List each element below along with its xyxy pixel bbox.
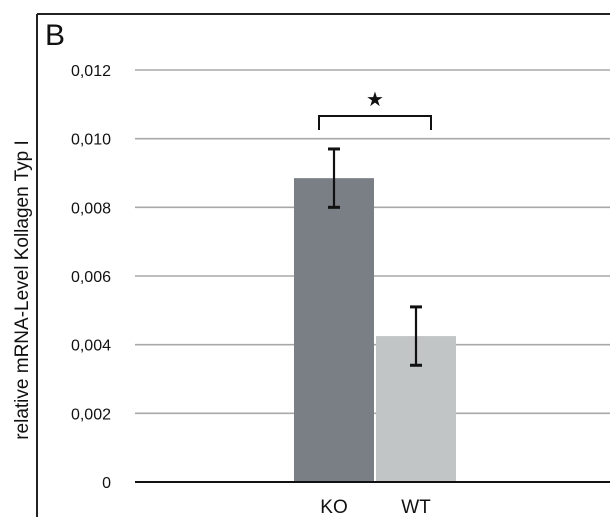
y-tick-label: 0,012 <box>71 63 111 80</box>
y-axis-label: relative mRNA-Level Kollagen Typ I <box>12 140 33 440</box>
y-tick-label: 0,010 <box>71 132 111 149</box>
y-tick-labels: 0 0,002 0,004 0,006 0,008 0,010 0,012 <box>71 63 111 492</box>
y-tick-label: 0,006 <box>71 269 111 286</box>
y-tick-label: 0,004 <box>71 338 111 355</box>
y-tick-label: 0,008 <box>71 200 111 217</box>
significance-bracket: ★ <box>318 87 432 130</box>
y-tick-label: 0,002 <box>71 406 111 423</box>
bars <box>294 178 456 482</box>
significance-star-icon: ★ <box>366 87 384 111</box>
bar-ko <box>294 178 374 482</box>
category-label-wt: WT <box>401 497 431 517</box>
x-category-labels: KO WT <box>320 497 431 517</box>
bracket-line <box>318 115 432 130</box>
error-bars <box>328 147 422 367</box>
y-tick-label: 0 <box>102 475 111 492</box>
panel-label: B <box>45 19 65 52</box>
category-label-ko: KO <box>320 497 347 517</box>
